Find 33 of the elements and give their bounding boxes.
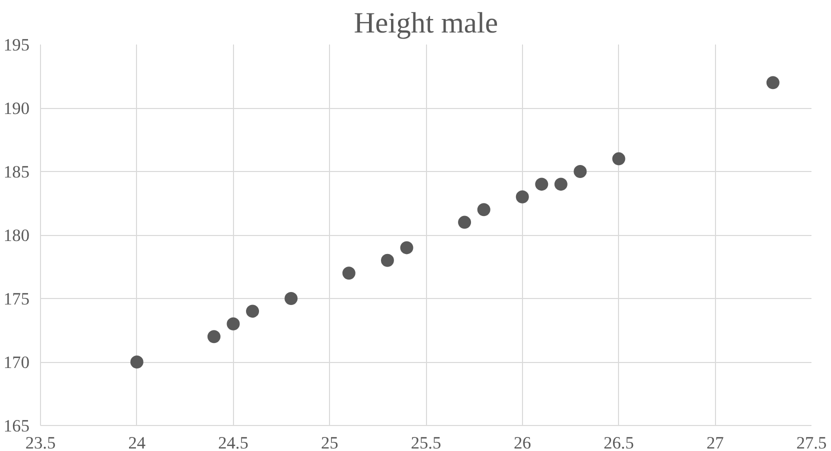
point <box>130 356 144 368</box>
point <box>574 165 587 178</box>
x-tick-label: 25.5 <box>410 434 442 451</box>
x-tick-label: 27.5 <box>796 434 827 451</box>
y-tick-label: 185 <box>4 162 30 182</box>
x-tick-label: 25 <box>320 434 338 451</box>
chart-title: Height male <box>354 8 498 40</box>
point <box>535 178 548 191</box>
point <box>766 76 780 90</box>
x-tick-label: 27 <box>706 434 724 451</box>
point <box>342 266 356 280</box>
point <box>226 317 240 330</box>
y-tick-label: 195 <box>4 36 30 54</box>
point <box>458 216 472 229</box>
point <box>284 292 298 305</box>
point <box>400 241 414 254</box>
point <box>380 254 394 267</box>
x-tick-label: 24.5 <box>218 434 248 451</box>
y-tick-label: 170 <box>4 353 30 372</box>
point <box>612 152 626 166</box>
y-tick-label: 180 <box>4 226 30 245</box>
x-tick-label: 23.5 <box>25 434 56 451</box>
point <box>207 330 220 344</box>
y-tick-label: 190 <box>4 99 30 118</box>
point <box>246 304 260 318</box>
point <box>516 190 529 204</box>
point <box>477 203 490 216</box>
y-tick-label: 165 <box>4 416 30 436</box>
y-tick-label: 175 <box>4 290 30 308</box>
point <box>554 178 568 191</box>
x-tick-label: 24 <box>128 434 146 451</box>
x-tick-label: 26 <box>514 434 532 451</box>
x-tick-label: 26.5 <box>604 434 634 451</box>
